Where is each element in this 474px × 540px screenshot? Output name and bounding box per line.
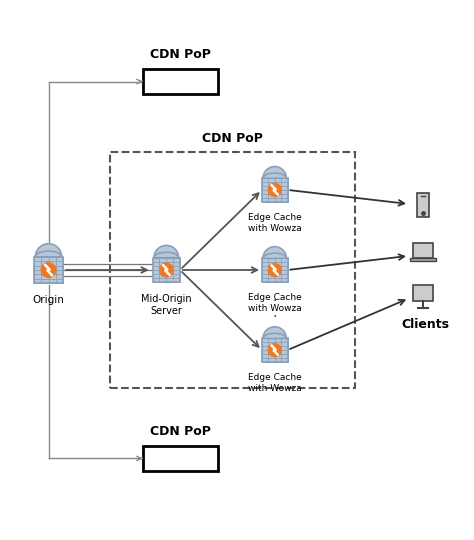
Text: Edge Cache
with Wowza: Edge Cache with Wowza <box>248 293 301 313</box>
Text: CDN PoP: CDN PoP <box>150 49 211 62</box>
Bar <box>34 257 63 283</box>
Text: Clients: Clients <box>401 318 449 331</box>
Text: Origin: Origin <box>33 295 64 305</box>
Wedge shape <box>154 245 179 258</box>
Bar <box>143 69 218 94</box>
Circle shape <box>41 262 56 278</box>
Text: CDN PoP: CDN PoP <box>202 132 263 145</box>
Text: Edge Cache
with Wowza: Edge Cache with Wowza <box>248 374 301 393</box>
Wedge shape <box>263 247 286 258</box>
Text: Mid-Origin
Server: Mid-Origin Server <box>141 294 191 316</box>
Bar <box>262 178 288 201</box>
Bar <box>262 258 288 282</box>
Text: .
.: . . <box>273 290 277 320</box>
Bar <box>143 446 218 471</box>
Wedge shape <box>36 244 62 257</box>
Bar <box>413 285 434 301</box>
Bar <box>110 152 355 388</box>
Circle shape <box>268 264 281 276</box>
Bar <box>413 243 434 258</box>
Bar <box>418 193 429 217</box>
Wedge shape <box>263 327 286 339</box>
Text: Edge Cache
with Wowza: Edge Cache with Wowza <box>248 213 301 233</box>
Circle shape <box>268 184 281 197</box>
Text: CDN PoP: CDN PoP <box>150 426 211 438</box>
Bar <box>262 339 288 362</box>
Bar <box>410 258 437 261</box>
Wedge shape <box>263 166 286 178</box>
Circle shape <box>159 263 173 277</box>
Circle shape <box>268 343 281 356</box>
Bar <box>153 258 180 282</box>
